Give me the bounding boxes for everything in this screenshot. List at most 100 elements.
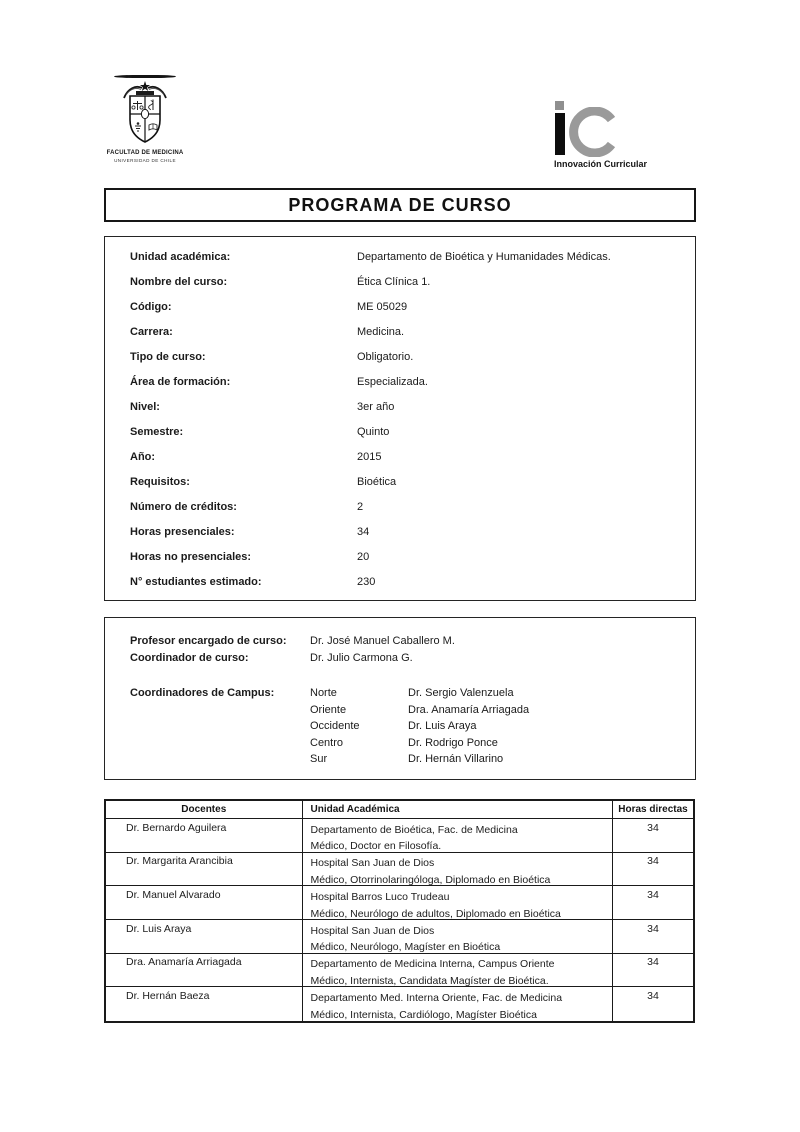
course-info-value: 2015	[357, 450, 382, 463]
course-info-row: Unidad académica: Departamento de Bioétic…	[130, 244, 695, 269]
campus-rows: Norte Dr. Sergio Valenzuela Oriente Dra. An…	[310, 685, 695, 768]
docentes-table: Docentes Unidad Académica Horas directas…	[104, 799, 695, 1024]
course-info-row: Área de formación: Especializada.	[130, 369, 695, 394]
page-title: PROGRAMA DE CURSO	[288, 194, 512, 215]
course-info-row: Nivel: 3er año	[130, 394, 695, 419]
course-info-value: Medicina.	[357, 325, 405, 338]
course-info-label: Requisitos:	[130, 475, 190, 488]
docente-name-cell: Dr. Luis Araya	[106, 920, 303, 953]
course-info-value: Obligatorio.	[357, 350, 414, 363]
letterhead-rule	[114, 75, 176, 78]
course-info-value: Departamento de Bioética y Humanidades M…	[357, 250, 611, 263]
unidad-line1: Hospital San Juan de Dios	[310, 857, 435, 870]
course-info-label: N° estudiantes estimado:	[130, 575, 262, 588]
course-info-value: Bioética	[357, 475, 397, 488]
unidad-line1: Departamento Med. Interna Oriente, Fac. …	[310, 991, 563, 1004]
course-info-value: 2	[357, 500, 364, 513]
staff-row-label: Coordinador de curso:	[130, 651, 249, 664]
course-info-label: Nombre del curso:	[130, 275, 228, 288]
course-info-label: Semestre:	[130, 425, 184, 438]
campus-coordinator-name: Dra. Anamaría Arriagada	[408, 703, 530, 716]
docente-name-cell: Dr. Manuel Alvarado	[106, 886, 303, 920]
document-title-box: PROGRAMA DE CURSO	[104, 188, 696, 222]
ic-logo-dot	[555, 101, 564, 110]
table-row: Dr. Luis Araya Hospital San Juan de Dios M…	[106, 920, 693, 954]
faculty-name-text: FACULTAD DE MEDICINA	[106, 150, 184, 156]
campus-row: Sur Dr. Hernán Villarino	[310, 751, 695, 768]
horas-directas-cell: 34	[647, 922, 659, 935]
table-row: Dr. Hernán Baeza Departamento Med. Intern…	[106, 987, 693, 1022]
docente-name-cell: Dr. Margarita Arancibia	[106, 852, 303, 886]
horas-directas-cell: 34	[647, 989, 659, 1002]
innovacion-curricular-logo-icon: Innovación Curricular	[553, 100, 693, 175]
campus-name: Norte	[310, 687, 337, 700]
course-info-label: Área de formación:	[130, 375, 231, 388]
course-info-row: Tipo de curso: Obligatorio.	[130, 344, 695, 369]
unidad-line2: Médico, Otorrinolaringóloga, Diplomado e…	[310, 874, 551, 887]
course-info-row: Carrera: Medicina.	[130, 319, 695, 344]
table-row: Dr. Margarita Arancibia Hospital San Juan…	[106, 852, 693, 887]
unidad-academica-cell: Hospital San Juan de Dios Médico, Otorrin…	[303, 852, 613, 887]
unidad-academica-cell: Hospital Barros Luco Trudeau Médico, Neur…	[303, 886, 613, 920]
campus-coordinator-name: Dr. Sergio Valenzuela	[408, 687, 514, 700]
horas-directas-cell: 34	[647, 855, 659, 868]
campus-row: Centro Dr. Rodrigo Ponce	[310, 735, 695, 752]
unidad-academica-cell: Hospital San Juan de Dios Médico, Neurólo…	[303, 920, 613, 954]
staff-rows: Profesor encargado de curso: Dr. José Man…	[130, 633, 695, 666]
course-info-label: Horas presenciales:	[130, 525, 235, 538]
ic-logo-c	[569, 107, 616, 157]
header-unidad-academica: Unidad Académica	[303, 801, 613, 818]
ic-logo-caption: Innovación Curricular	[554, 159, 648, 169]
course-info-row: Número de créditos: 2	[130, 494, 695, 519]
course-info-row: Código: ME 05029	[130, 294, 695, 319]
table-row: Dra. Anamaría Arriagada Departamento de M…	[106, 953, 693, 988]
course-info-row: Requisitos: Bioética	[130, 469, 695, 494]
unidad-line2: Médico, Neurólogo de adultos, Diplomado …	[310, 907, 561, 920]
course-info-label: Unidad académica:	[130, 250, 231, 263]
horas-directas-cell: 34	[647, 888, 659, 901]
header-docentes: Docentes	[106, 801, 303, 818]
campus-name: Sur	[310, 753, 328, 766]
course-info-value: 20	[357, 550, 370, 563]
course-info-label: Número de créditos:	[130, 500, 237, 513]
docentes-table-body: Dr. Bernardo Aguilera Departamento de Bio…	[106, 819, 693, 1022]
docente-name-cell: Dr. Bernardo Aguilera	[106, 819, 303, 852]
course-info-value: Especializada.	[357, 375, 428, 388]
staff-row: Coordinador de curso: Dr. Julio Carmona G…	[130, 650, 695, 667]
unidad-line1: Departamento de Medicina Interna, Campus…	[310, 958, 555, 971]
course-info-rows: Unidad académica: Departamento de Bioétic…	[130, 244, 695, 594]
campus-row: Norte Dr. Sergio Valenzuela	[310, 685, 695, 702]
campus-row: Oriente Dra. Anamaría Arriagada	[310, 702, 695, 719]
course-info-label: Tipo de curso:	[130, 350, 206, 363]
unidad-line1: Hospital San Juan de Dios	[310, 924, 435, 937]
ic-logo-i-stem	[555, 113, 565, 155]
staff-row-label: Profesor encargado de curso:	[130, 635, 287, 648]
unidad-academica-cell: Departamento de Bioética, Fac. de Medici…	[303, 819, 613, 852]
course-info-label: Nivel:	[130, 400, 160, 413]
unidad-line2: Médico, Neurólogo, Magíster en Bioética	[310, 941, 501, 954]
header-horas-directas: Horas directas	[618, 804, 688, 815]
docente-name-cell: Dr. Hernán Baeza	[106, 987, 303, 1022]
university-name-text: UNIVERSIDAD DE CHILE	[114, 158, 176, 163]
unidad-academica-cell: Departamento Med. Interna Oriente, Fac. …	[303, 987, 613, 1022]
horas-directas-cell: 34	[647, 821, 659, 834]
course-info-value: Ética Clínica 1.	[357, 275, 431, 288]
unidad-line2: Médico, Internista, Candidata Magíster d…	[310, 975, 549, 988]
course-info-row: N° estudiantes estimado: 230	[130, 569, 695, 594]
staff-spacer	[130, 666, 695, 685]
course-info-row: Semestre: Quinto	[130, 419, 695, 444]
course-info-label: Código:	[130, 300, 172, 313]
campus-coordinator-name: Dr. Hernán Villarino	[408, 753, 504, 766]
course-info-label: Año:	[130, 450, 156, 463]
campus-section: Coordinadores de Campus: Norte Dr. Sergio…	[130, 685, 695, 768]
campus-name: Occidente	[310, 720, 360, 733]
docentes-table-header: Docentes Unidad Académica Horas directas	[106, 801, 693, 819]
campus-coordinator-name: Dr. Luis Araya	[408, 720, 477, 733]
university-crest-icon	[123, 81, 167, 143]
campus-name: Oriente	[310, 703, 347, 716]
unidad-line1: Hospital Barros Luco Trudeau	[310, 890, 450, 903]
campus-row: Occidente Dr. Luis Araya	[310, 718, 695, 735]
horas-directas-cell: 34	[647, 956, 659, 969]
course-info-value: ME 05029	[357, 300, 408, 313]
